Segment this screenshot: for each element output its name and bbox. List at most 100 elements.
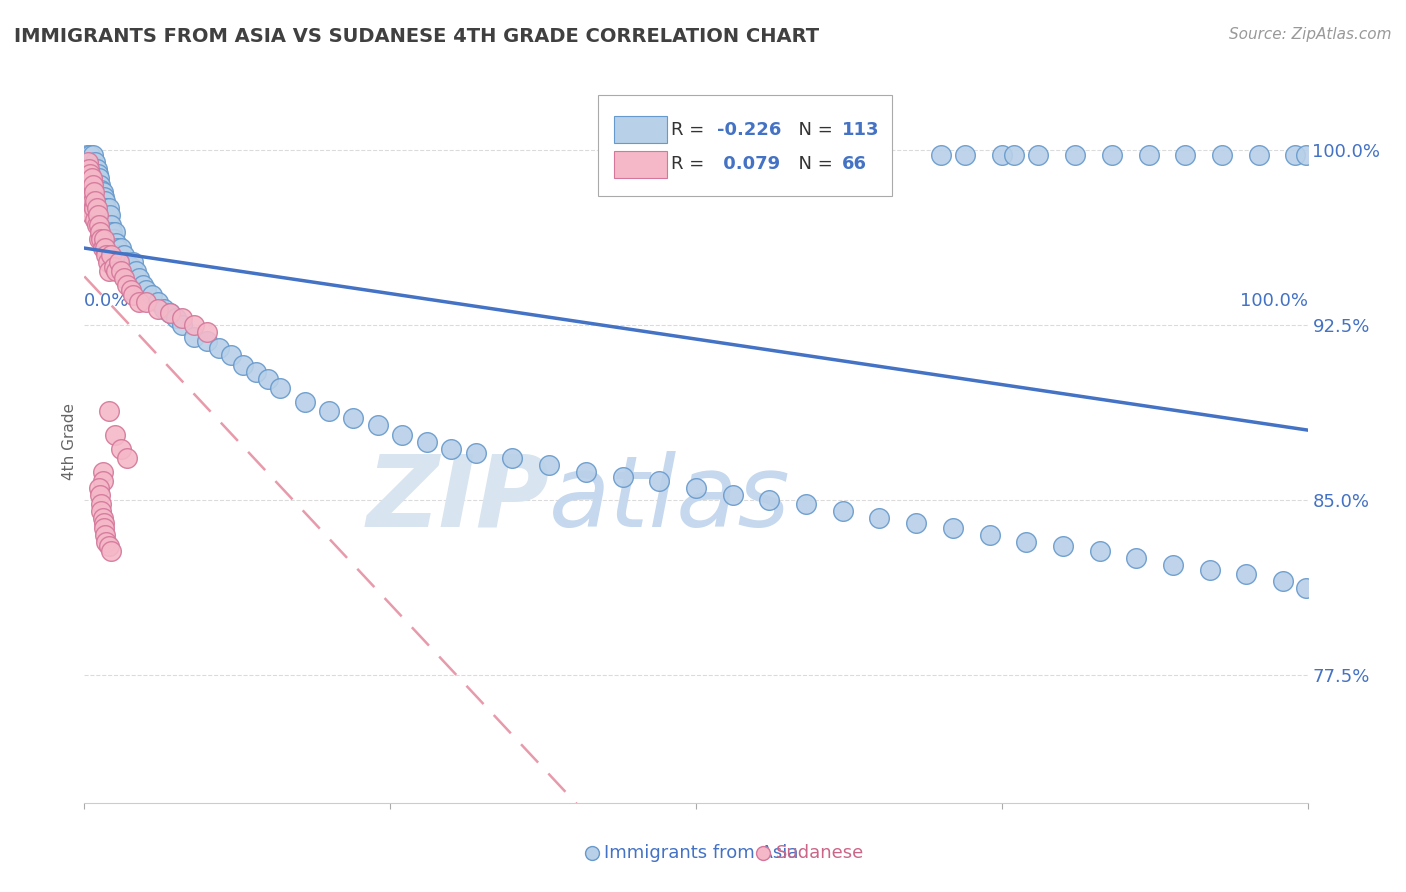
Point [82,167,104,181]
Text: N =: N = [787,155,839,173]
Point [96,202,118,216]
Point [82,194,104,209]
Point [87,167,110,181]
Point [183,318,205,332]
Point [1236,567,1258,582]
Point [721,488,744,502]
Point [110,241,132,255]
Point [105,264,128,278]
Point [117,264,139,278]
Point [141,287,163,301]
Point [612,469,634,483]
Point [93,190,115,204]
Text: 113: 113 [842,120,880,138]
FancyBboxPatch shape [614,151,668,178]
Point [1198,563,1220,577]
Point [120,260,142,274]
Point [84,194,107,209]
Point [318,404,340,418]
Text: R =: R = [671,155,710,173]
Point [84,154,107,169]
Point [110,264,132,278]
Point [89,194,111,209]
Point [942,521,965,535]
Point [91,241,114,255]
Point [122,255,145,269]
Point [77,171,100,186]
Point [91,202,114,216]
Point [84,213,107,227]
Point [89,225,111,239]
Text: ZIP: ZIP [366,450,550,548]
Point [103,260,125,274]
Point [1284,148,1306,162]
Point [120,283,142,297]
Point [1295,148,1317,162]
Point [86,202,108,216]
Point [110,442,132,456]
Point [1101,148,1123,162]
Point [112,248,135,262]
Point [96,248,118,262]
Point [1137,148,1160,162]
Point [79,161,101,176]
Point [80,190,103,204]
Point [83,202,105,216]
Point [905,516,928,530]
Point [100,248,122,262]
Point [122,287,145,301]
Point [245,365,267,379]
Point [208,341,231,355]
Point [195,325,218,339]
Point [135,283,157,297]
Point [1015,534,1038,549]
Point [979,528,1001,542]
Point [125,264,148,278]
Point [94,528,117,542]
Point [87,481,110,495]
Point [831,504,853,518]
Point [77,154,100,169]
Point [77,190,100,204]
Point [146,294,169,309]
Point [76,178,98,193]
Text: 0.079: 0.079 [717,155,780,173]
Point [80,154,103,169]
Point [77,171,100,186]
Point [1211,148,1233,162]
Point [219,348,242,362]
Point [83,160,105,174]
Point [97,540,120,554]
Point [391,427,413,442]
Point [91,465,114,479]
Point [87,218,110,232]
Point [953,148,976,162]
Point [794,498,817,512]
Point [1295,582,1317,596]
Point [87,232,110,246]
Point [91,185,114,199]
Point [79,148,101,162]
Point [758,492,780,507]
Point [538,458,561,472]
Point [146,301,169,316]
Point [232,358,254,372]
Point [1052,540,1074,554]
Point [93,232,115,246]
Point [91,511,114,525]
Point [86,161,108,176]
Point [1064,148,1087,162]
Point [77,178,100,193]
Point [86,178,108,193]
Point [1272,574,1295,589]
Point [1125,551,1147,566]
Point [1028,148,1050,162]
Point [94,241,117,255]
FancyBboxPatch shape [614,116,668,144]
Point [80,171,103,186]
Point [97,202,120,216]
Point [90,232,112,246]
Text: N =: N = [787,120,839,138]
Point [648,474,671,488]
Point [575,465,598,479]
